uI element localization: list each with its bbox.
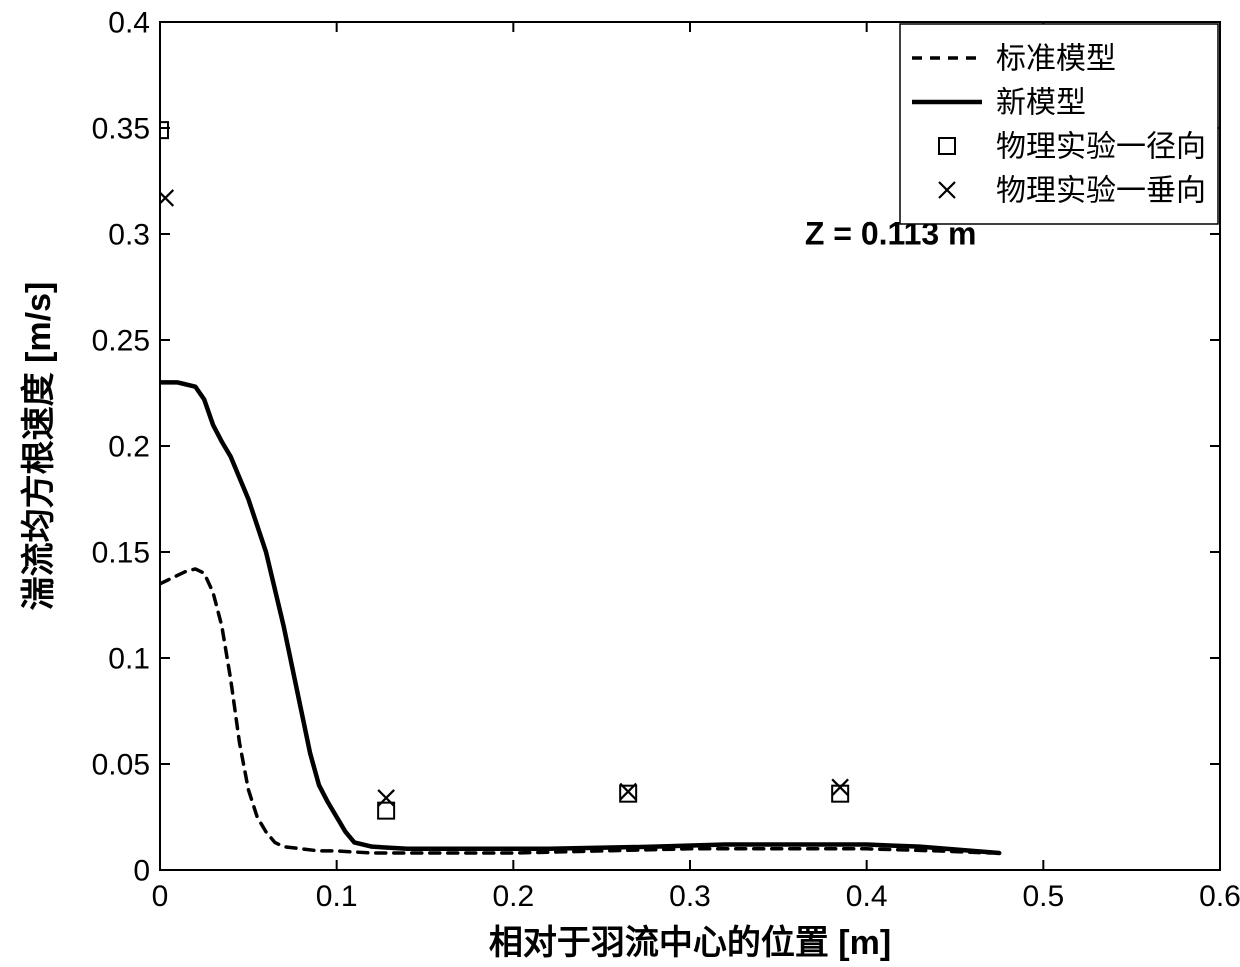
svg-text:0.35: 0.35 — [92, 113, 150, 146]
svg-text:0.4: 0.4 — [846, 880, 888, 913]
svg-text:0.3: 0.3 — [108, 219, 150, 252]
legend-item-label: 标准模型 — [996, 43, 1116, 76]
svg-text:0.1: 0.1 — [108, 643, 150, 676]
legend-item-label: 物理实验一径向 — [996, 131, 1206, 164]
svg-text:0.6: 0.6 — [1199, 880, 1240, 913]
svg-text:0.2: 0.2 — [108, 431, 150, 464]
legend-item-label: 新模型 — [996, 87, 1086, 120]
svg-text:0.1: 0.1 — [316, 880, 358, 913]
svg-text:0.2: 0.2 — [492, 880, 534, 913]
legend-item-label: 物理实验一垂向 — [996, 175, 1206, 208]
svg-text:0.4: 0.4 — [108, 7, 150, 40]
legend: 标准模型新模型物理实验一径向物理实验一垂向 — [900, 24, 1218, 224]
chart-svg: 0 0.1 0.2 0.3 0.4 0.5 0.6 0 0.05 0.1 0.15 0.2 0.25 0.… — [0, 0, 1240, 967]
svg-text:0: 0 — [152, 880, 169, 913]
svg-text:0: 0 — [133, 855, 150, 888]
svg-text:0.3: 0.3 — [669, 880, 711, 913]
svg-text:0.25: 0.25 — [92, 325, 150, 358]
svg-text:0.5: 0.5 — [1022, 880, 1064, 913]
x-axis-label: 相对于羽流中心的位置 [m] — [489, 924, 891, 962]
svg-text:0.05: 0.05 — [92, 749, 150, 782]
chart-container: 0 0.1 0.2 0.3 0.4 0.5 0.6 0 0.05 0.1 0.15 0.2 0.25 0.… — [0, 0, 1240, 967]
svg-text:0.15: 0.15 — [92, 537, 150, 570]
y-axis-label: 湍流均方根速度 [m/s] — [20, 282, 58, 611]
